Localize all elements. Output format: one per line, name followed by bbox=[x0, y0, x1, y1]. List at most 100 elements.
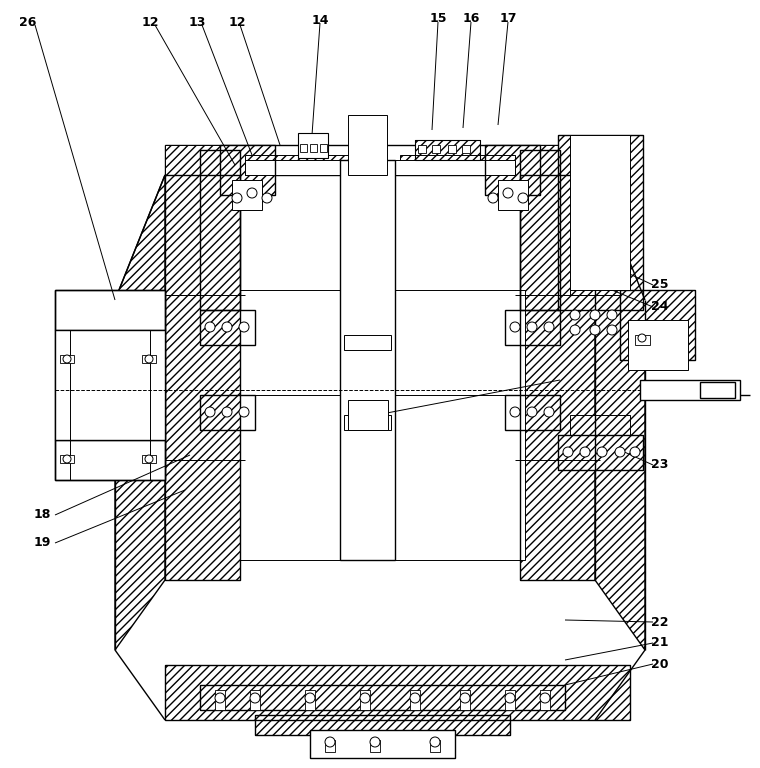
Circle shape bbox=[262, 193, 272, 203]
Circle shape bbox=[590, 310, 600, 320]
Circle shape bbox=[205, 407, 215, 417]
Text: 20: 20 bbox=[651, 657, 669, 670]
Bar bbox=[255, 715, 510, 735]
Bar bbox=[430, 740, 440, 752]
Bar bbox=[640, 380, 740, 400]
Bar bbox=[400, 155, 515, 175]
Bar bbox=[418, 145, 426, 153]
Bar bbox=[498, 180, 528, 210]
Circle shape bbox=[325, 737, 335, 747]
Circle shape bbox=[615, 447, 625, 457]
Text: 13: 13 bbox=[188, 15, 206, 28]
Bar bbox=[628, 320, 688, 370]
Bar bbox=[635, 335, 650, 345]
Circle shape bbox=[305, 693, 315, 703]
Bar bbox=[55, 330, 165, 440]
Circle shape bbox=[410, 693, 420, 703]
Bar bbox=[55, 290, 165, 330]
Bar bbox=[570, 135, 630, 290]
Circle shape bbox=[570, 310, 580, 320]
Circle shape bbox=[247, 188, 257, 198]
Circle shape bbox=[215, 693, 225, 703]
Bar bbox=[250, 690, 260, 710]
Text: 26: 26 bbox=[19, 15, 36, 28]
Circle shape bbox=[570, 325, 580, 335]
Bar bbox=[620, 290, 695, 360]
Bar bbox=[520, 175, 595, 580]
Circle shape bbox=[607, 325, 617, 335]
Bar bbox=[165, 145, 595, 175]
Circle shape bbox=[239, 407, 249, 417]
Bar bbox=[505, 395, 560, 430]
Bar bbox=[165, 665, 630, 720]
Bar bbox=[310, 742, 455, 758]
Text: 24: 24 bbox=[651, 300, 669, 313]
Text: 14: 14 bbox=[312, 14, 329, 27]
Circle shape bbox=[145, 355, 153, 363]
Circle shape bbox=[430, 737, 440, 747]
Bar bbox=[325, 740, 335, 752]
Bar bbox=[300, 144, 307, 152]
Bar bbox=[448, 145, 456, 153]
Bar bbox=[505, 690, 515, 710]
Polygon shape bbox=[595, 175, 645, 650]
Circle shape bbox=[505, 693, 515, 703]
Bar bbox=[305, 690, 315, 710]
Bar bbox=[558, 435, 643, 470]
Circle shape bbox=[360, 693, 370, 703]
Bar bbox=[360, 690, 370, 710]
Circle shape bbox=[222, 407, 232, 417]
Circle shape bbox=[563, 447, 573, 457]
Text: 17: 17 bbox=[499, 12, 517, 25]
Bar bbox=[410, 690, 420, 710]
Circle shape bbox=[597, 447, 607, 457]
Bar bbox=[344, 335, 391, 350]
Bar bbox=[515, 145, 595, 175]
Bar bbox=[558, 435, 643, 470]
Bar bbox=[165, 175, 240, 580]
Bar bbox=[60, 455, 74, 463]
Circle shape bbox=[544, 322, 554, 332]
Circle shape bbox=[527, 322, 537, 332]
Circle shape bbox=[544, 407, 554, 417]
Text: 18: 18 bbox=[33, 508, 51, 521]
Circle shape bbox=[250, 693, 260, 703]
Bar bbox=[232, 180, 262, 210]
Bar bbox=[485, 145, 540, 195]
Bar bbox=[165, 665, 630, 720]
Circle shape bbox=[488, 193, 498, 203]
Bar bbox=[200, 310, 255, 345]
Bar bbox=[240, 290, 525, 560]
Bar bbox=[310, 144, 317, 152]
Bar bbox=[245, 155, 360, 175]
Bar bbox=[200, 395, 255, 430]
Bar bbox=[520, 150, 560, 310]
Bar bbox=[200, 685, 565, 710]
Bar bbox=[540, 690, 550, 710]
Bar bbox=[200, 310, 255, 345]
Text: 25: 25 bbox=[651, 279, 669, 292]
Bar bbox=[200, 395, 255, 430]
Bar bbox=[215, 690, 225, 710]
Circle shape bbox=[205, 322, 215, 332]
Circle shape bbox=[590, 325, 600, 335]
Circle shape bbox=[222, 322, 232, 332]
Bar bbox=[55, 290, 165, 330]
Bar bbox=[505, 310, 560, 345]
Text: 19: 19 bbox=[33, 537, 51, 549]
Bar bbox=[700, 382, 735, 398]
Circle shape bbox=[510, 322, 520, 332]
Text: 12: 12 bbox=[141, 15, 159, 28]
Bar bbox=[344, 415, 391, 430]
Circle shape bbox=[145, 455, 153, 463]
Circle shape bbox=[460, 693, 470, 703]
Circle shape bbox=[63, 455, 71, 463]
Bar bbox=[200, 150, 240, 310]
Bar bbox=[220, 145, 275, 195]
Bar bbox=[55, 290, 165, 480]
Bar bbox=[200, 150, 240, 310]
Bar bbox=[348, 400, 388, 430]
Text: 23: 23 bbox=[651, 458, 669, 472]
Bar bbox=[348, 115, 387, 175]
Circle shape bbox=[239, 322, 249, 332]
